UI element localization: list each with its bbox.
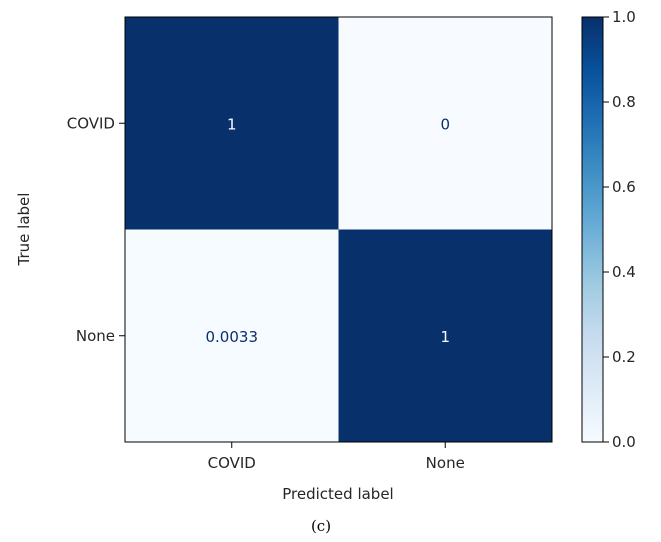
heatmap-cell (125, 229, 339, 442)
colorbar-ticks: 0.0 0.2 0.4 0.6 0.8 1.0 (603, 8, 636, 451)
heatmap-cell (338, 229, 552, 442)
colorbar-tick-label: 0.0 (612, 433, 636, 451)
x-tick-label: COVID (208, 454, 256, 472)
cell-value-label: 0 (440, 115, 450, 133)
y-tick-label: None (76, 327, 115, 345)
figure-caption: (c) (311, 517, 331, 535)
colorbar-tick-label: 0.8 (612, 93, 636, 111)
heatmap-cells: 1 0 0.0033 1 (125, 17, 552, 442)
heatmap-cell (125, 17, 339, 230)
y-tick-label: COVID (67, 114, 115, 132)
y-axis-ticks: COVID None (67, 114, 125, 345)
colorbar-tick-label: 0.4 (612, 263, 636, 281)
cell-value-label: 1 (227, 115, 237, 133)
colorbar-tick-label: 0.2 (612, 348, 636, 366)
plot-frame (124, 16, 553, 443)
cell-value-label: 0.0033 (206, 328, 259, 346)
heatmap-cell (338, 17, 552, 230)
y-axis-label: True label (15, 193, 33, 267)
cell-value-label: 1 (440, 328, 450, 346)
x-axis-ticks: COVID None (208, 442, 465, 472)
x-axis-label: Predicted label (282, 485, 393, 503)
x-tick-label: None (426, 454, 465, 472)
colorbar-tick-label: 0.6 (612, 178, 636, 196)
colorbar-tick-label: 1.0 (612, 8, 636, 26)
colorbar (581, 16, 604, 443)
